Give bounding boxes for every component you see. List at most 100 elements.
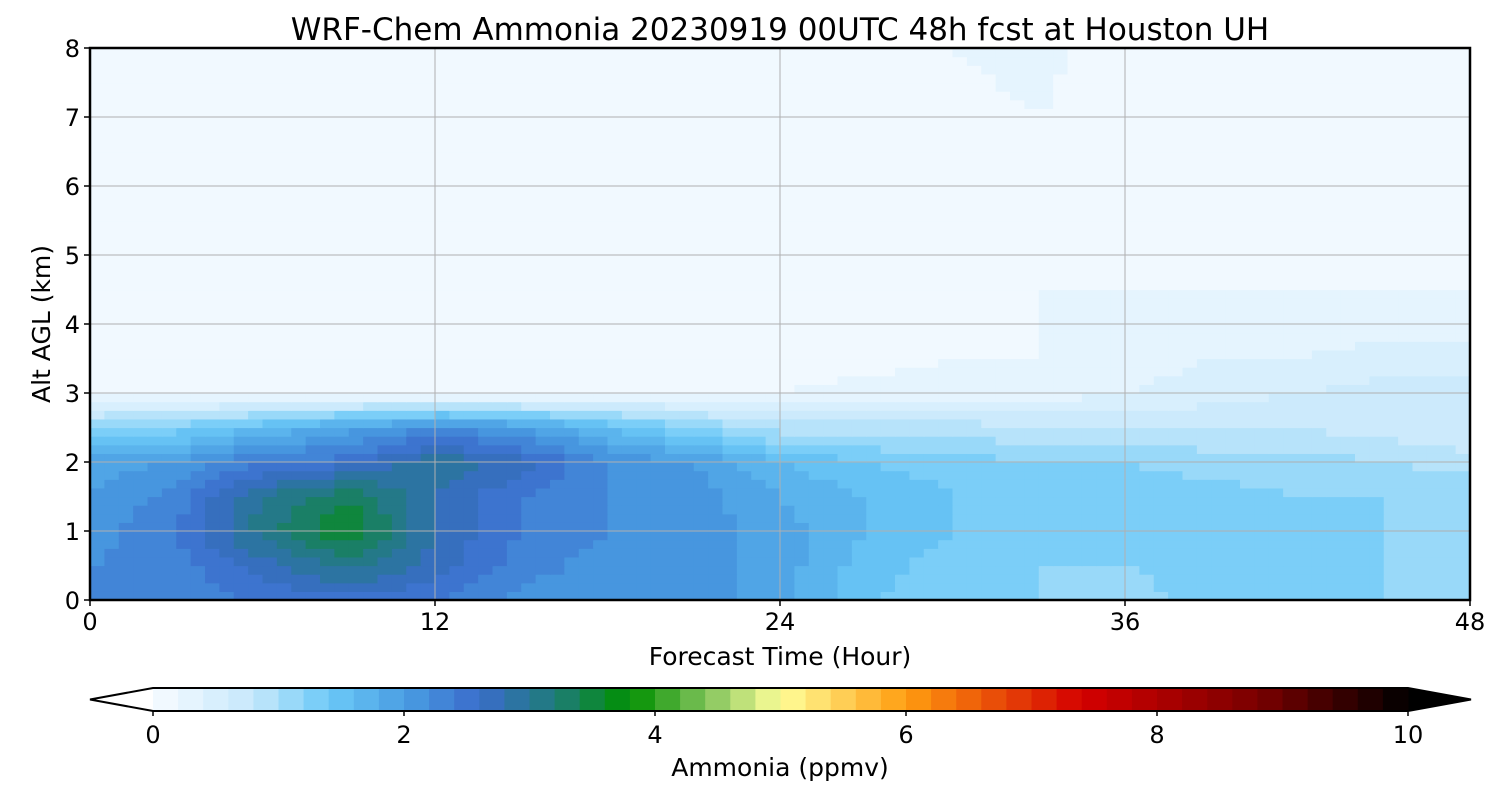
contour-cell xyxy=(1326,298,1342,308)
contour-cell xyxy=(492,418,508,429)
contour-cell xyxy=(1412,522,1428,532)
contour-cell xyxy=(276,186,292,196)
contour-cell xyxy=(995,522,1011,532)
contour-cell xyxy=(363,151,379,161)
contour-cell xyxy=(1455,151,1470,161)
contour-cell xyxy=(679,393,695,403)
contour-cell xyxy=(607,246,623,256)
contour-cell xyxy=(492,263,508,273)
contour-cell xyxy=(751,591,767,600)
contour-cell xyxy=(550,168,565,178)
contour-cell xyxy=(1355,186,1370,196)
contour-cell xyxy=(1369,505,1385,515)
contour-cell xyxy=(550,522,565,532)
contour-cell xyxy=(808,177,824,187)
contour-cell xyxy=(248,280,264,291)
contour-cell xyxy=(880,401,896,411)
contour-cell xyxy=(780,306,795,316)
contour-cell xyxy=(1125,565,1140,575)
contour-cell xyxy=(938,418,954,429)
contour-cell xyxy=(133,220,149,230)
contour-cell xyxy=(1168,306,1184,316)
contour-cell xyxy=(1254,324,1270,334)
contour-cell xyxy=(736,574,752,584)
contour-cell xyxy=(348,444,364,454)
contour-cell xyxy=(435,160,450,170)
contour-cell xyxy=(118,548,134,558)
contour-cell xyxy=(880,341,896,351)
contour-cell xyxy=(1211,177,1227,187)
contour-cell xyxy=(866,427,882,437)
contour-cell xyxy=(176,418,192,429)
contour-cell xyxy=(966,160,982,170)
contour-cell xyxy=(621,522,637,532)
contour-cell xyxy=(248,513,264,523)
contour-cell xyxy=(133,496,149,506)
contour-cell xyxy=(636,582,652,592)
contour-cell xyxy=(435,280,450,291)
contour-cell xyxy=(276,393,292,403)
contour-cell xyxy=(377,591,393,600)
contour-cell xyxy=(334,298,350,308)
contour-cell xyxy=(248,479,264,489)
contour-cell xyxy=(506,263,522,273)
contour-cell xyxy=(866,556,882,567)
contour-cell xyxy=(90,531,105,541)
contour-cell xyxy=(1067,436,1083,446)
contour-cell xyxy=(1010,513,1025,523)
contour-cell xyxy=(564,444,580,454)
contour-cell xyxy=(1326,384,1342,394)
contour-cell xyxy=(1182,436,1198,446)
contour-cell xyxy=(1268,574,1284,584)
contour-cell xyxy=(377,306,393,316)
contour-cell xyxy=(248,160,264,170)
contour-cell xyxy=(866,324,882,334)
contour-cell xyxy=(693,574,709,584)
contour-cell xyxy=(1196,272,1212,282)
contour-cell xyxy=(406,168,422,178)
contour-cell xyxy=(118,444,134,454)
contour-cell xyxy=(578,186,594,196)
contour-cell xyxy=(550,453,565,463)
contour-cell xyxy=(104,384,120,394)
contour-cell xyxy=(593,513,609,523)
contour-cell xyxy=(506,220,522,230)
contour-cell xyxy=(1081,548,1097,558)
contour-cell xyxy=(880,453,896,463)
contour-cell xyxy=(708,160,724,170)
contour-cell xyxy=(1340,220,1356,230)
contour-cell xyxy=(1268,324,1284,334)
contour-cell xyxy=(104,462,120,472)
contour-cell xyxy=(923,513,939,523)
contour-cell xyxy=(1441,358,1457,368)
contour-cell xyxy=(334,246,350,256)
contour-cell xyxy=(665,548,680,558)
contour-cell xyxy=(1110,263,1126,273)
contour-cell xyxy=(1139,556,1155,567)
contour-cell xyxy=(1053,306,1069,316)
contour-cell xyxy=(1010,470,1025,480)
contour-cell xyxy=(650,444,666,454)
contour-cell xyxy=(1067,574,1083,584)
contour-cell xyxy=(449,384,465,394)
contour-cell xyxy=(1168,160,1184,170)
contour-cell xyxy=(1096,237,1112,247)
contour-cell xyxy=(1067,315,1083,325)
contour-cell xyxy=(104,272,120,282)
contour-cell xyxy=(736,582,752,592)
contour-cell xyxy=(535,255,551,265)
contour-cell xyxy=(435,384,450,394)
contour-cell xyxy=(435,151,450,161)
contour-cell xyxy=(1067,349,1083,360)
contour-cell xyxy=(233,496,249,506)
contour-cell xyxy=(938,332,954,342)
contour-cell xyxy=(837,160,853,170)
contour-cell xyxy=(621,306,637,316)
contour-cell xyxy=(708,375,724,385)
contour-cell xyxy=(233,203,249,213)
contour-cell xyxy=(1110,393,1126,403)
contour-cell xyxy=(621,280,637,291)
contour-cell xyxy=(147,462,163,472)
contour-cell xyxy=(909,237,925,247)
contour-cell xyxy=(866,186,882,196)
